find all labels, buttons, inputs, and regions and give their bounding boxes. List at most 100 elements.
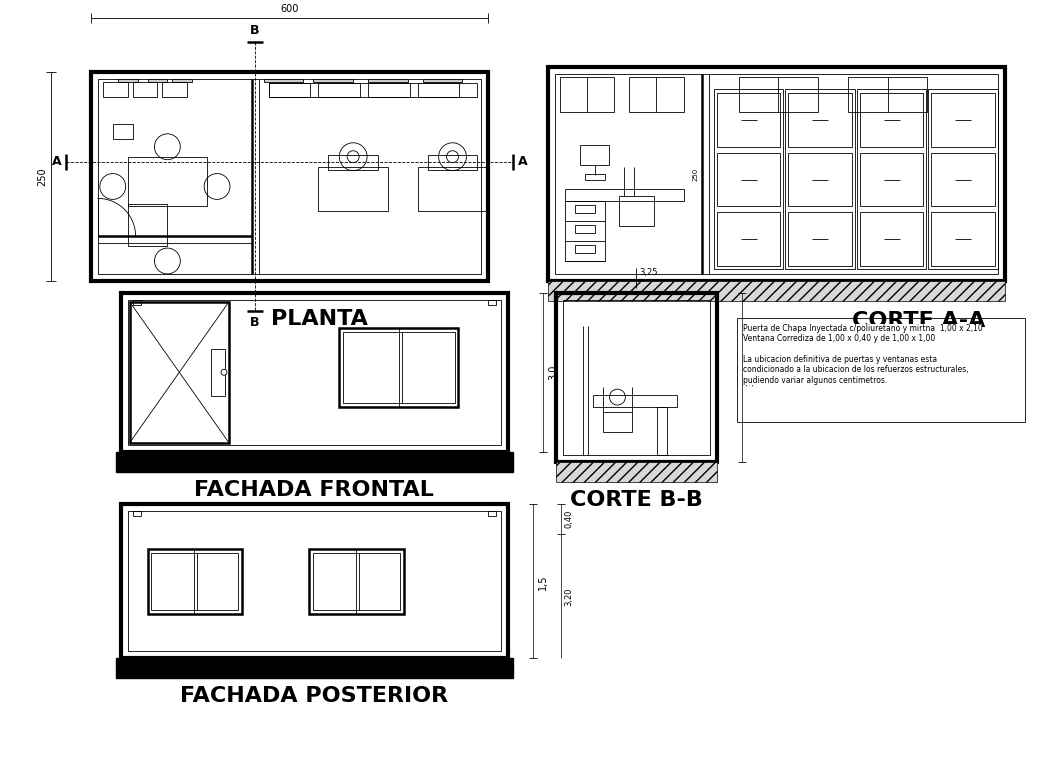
Bar xyxy=(788,213,852,266)
Bar xyxy=(133,300,140,305)
Bar xyxy=(585,174,604,179)
Bar xyxy=(489,511,496,516)
Text: 0,40: 0,40 xyxy=(565,510,573,528)
Bar xyxy=(860,213,924,266)
Text: PLANTA: PLANTA xyxy=(271,308,367,329)
Text: Puerta de Chapa Inyectada c/poliuretano y mirtna  1,00 x 2,10
Ventana Corrediza : Puerta de Chapa Inyectada c/poliuretano … xyxy=(742,323,982,385)
Bar xyxy=(417,167,487,211)
Bar xyxy=(148,549,242,614)
Bar xyxy=(554,74,998,274)
Bar xyxy=(785,89,855,269)
Text: CORTE B-B: CORTE B-B xyxy=(570,489,703,509)
Bar xyxy=(313,553,400,610)
Bar xyxy=(127,300,501,445)
Bar xyxy=(788,93,852,146)
Bar xyxy=(127,511,501,651)
Bar xyxy=(847,77,927,112)
Bar xyxy=(575,245,595,253)
Bar xyxy=(211,350,225,396)
Bar xyxy=(118,79,138,82)
Bar xyxy=(563,300,709,455)
Bar xyxy=(737,318,1025,422)
Bar xyxy=(717,93,781,146)
Text: 600: 600 xyxy=(280,4,298,13)
Bar xyxy=(417,83,460,97)
Text: CORTE A-A: CORTE A-A xyxy=(852,311,986,330)
Bar xyxy=(423,79,462,82)
Bar xyxy=(152,553,238,610)
Bar xyxy=(172,79,192,82)
Bar xyxy=(928,89,998,269)
Bar xyxy=(369,83,410,97)
Bar xyxy=(602,412,632,432)
Text: A: A xyxy=(51,155,62,168)
Bar xyxy=(717,153,781,206)
Bar xyxy=(127,157,207,206)
Text: 250: 250 xyxy=(37,167,47,186)
Bar xyxy=(860,153,924,206)
Bar xyxy=(148,79,168,82)
Text: B: B xyxy=(250,315,259,329)
Bar xyxy=(714,89,784,269)
Text: 3,25: 3,25 xyxy=(639,269,657,277)
Text: 3,0: 3,0 xyxy=(548,365,558,380)
Bar xyxy=(130,301,229,442)
Bar xyxy=(116,452,513,471)
Bar xyxy=(717,213,781,266)
Bar xyxy=(428,155,477,170)
Bar xyxy=(116,658,513,679)
Bar xyxy=(103,82,127,97)
Bar xyxy=(931,93,995,146)
Bar xyxy=(162,82,187,97)
Text: 250: 250 xyxy=(692,168,699,182)
Bar xyxy=(313,79,354,82)
Bar xyxy=(565,202,604,261)
Bar xyxy=(319,167,388,211)
Bar xyxy=(548,281,1005,301)
Bar xyxy=(269,83,477,97)
Bar xyxy=(548,67,1005,281)
Bar xyxy=(857,89,926,269)
Text: FACHADA POSTERIOR: FACHADA POSTERIOR xyxy=(181,686,448,707)
Bar xyxy=(127,204,168,246)
Bar xyxy=(739,77,818,112)
Circle shape xyxy=(221,369,227,375)
Bar xyxy=(560,77,615,112)
Text: FACHADA FRONTAL: FACHADA FRONTAL xyxy=(194,480,434,499)
Bar xyxy=(860,93,924,146)
Bar xyxy=(575,225,595,233)
Bar xyxy=(133,82,157,97)
Circle shape xyxy=(347,150,359,163)
Text: 3,20: 3,20 xyxy=(565,587,573,606)
Text: A: A xyxy=(518,155,528,168)
Bar xyxy=(931,213,995,266)
Bar xyxy=(339,327,459,407)
Bar xyxy=(263,79,304,82)
Bar xyxy=(369,79,408,82)
Bar xyxy=(630,77,684,112)
Bar xyxy=(121,293,508,452)
Text: 3,25: 3,25 xyxy=(747,368,755,386)
Bar xyxy=(269,83,310,97)
Bar xyxy=(555,293,717,462)
Bar xyxy=(555,462,717,481)
Bar xyxy=(565,189,684,202)
Circle shape xyxy=(446,150,459,163)
Bar xyxy=(328,155,378,170)
Bar xyxy=(343,332,455,403)
Bar xyxy=(133,511,140,516)
Bar xyxy=(319,83,360,97)
Bar xyxy=(619,196,654,226)
Bar xyxy=(657,407,667,455)
Bar xyxy=(931,153,995,206)
Bar xyxy=(121,505,508,658)
Bar xyxy=(113,124,133,139)
Text: 1,5: 1,5 xyxy=(538,574,548,590)
Bar xyxy=(489,300,496,305)
Bar xyxy=(575,206,595,213)
Bar xyxy=(98,79,481,274)
Bar xyxy=(309,549,404,614)
Bar xyxy=(91,72,489,281)
Bar xyxy=(788,153,852,206)
Bar xyxy=(580,145,610,164)
